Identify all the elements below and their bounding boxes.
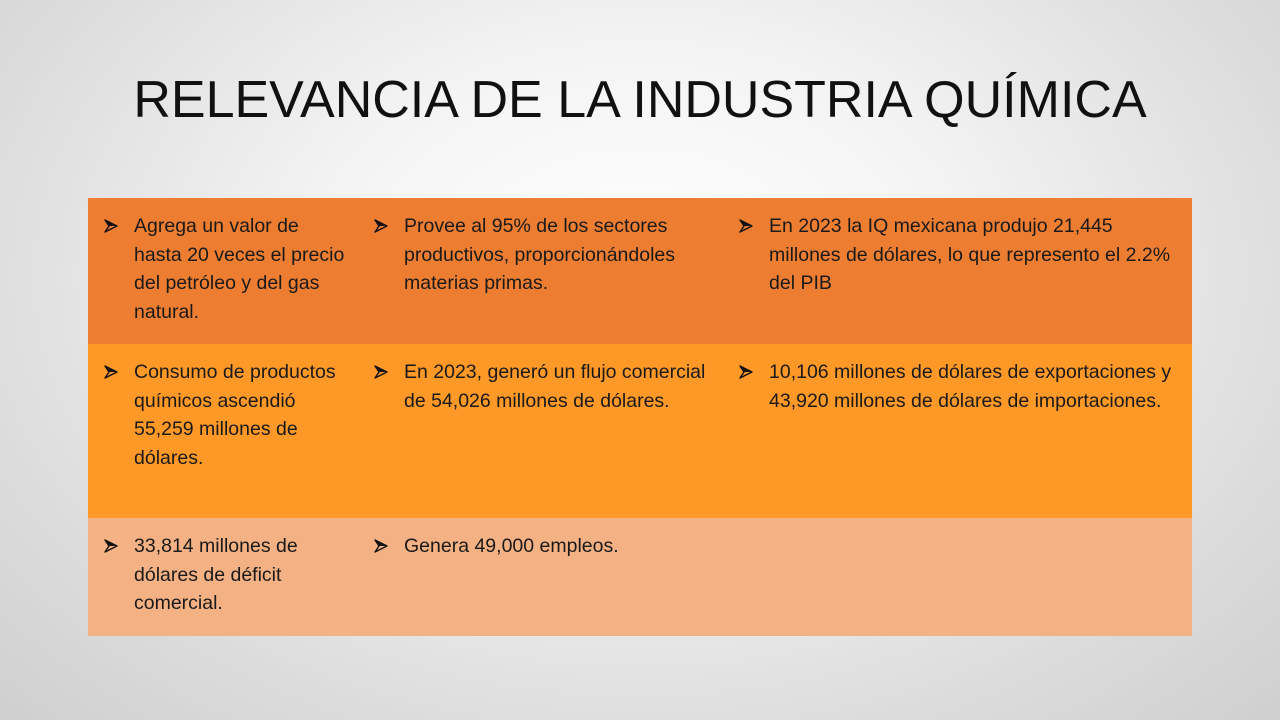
arrowhead-bullet-icon <box>104 212 134 233</box>
cell-text: Genera 49,000 empleos. <box>404 535 619 557</box>
cell-text: Provee al 95% de los sectores productivo… <box>404 215 676 294</box>
arrowhead-bullet-icon <box>374 358 404 379</box>
table-cell: Genera 49,000 empleos. <box>358 518 723 636</box>
table-cell: En 2023 la IQ mexicana produjo 21,445 mi… <box>723 198 1192 344</box>
table-cell: 33,814 millones de dólares de déficit co… <box>88 518 358 636</box>
cell-text: Consumo de productos químicos ascendió 5… <box>134 361 336 469</box>
table-cell: 10,106 millones de dólares de exportacio… <box>723 344 1192 518</box>
arrowhead-bullet-icon <box>374 532 404 553</box>
arrowhead-bullet-icon <box>104 358 134 379</box>
cell-text: En 2023 la IQ mexicana produjo 21,445 mi… <box>769 215 1171 294</box>
table-cell: Consumo de productos químicos ascendió 5… <box>88 344 358 518</box>
arrowhead-bullet-icon <box>739 358 769 379</box>
table-cell: Provee al 95% de los sectores productivo… <box>358 198 723 344</box>
cell-text: 10,106 millones de dólares de exportacio… <box>769 361 1172 412</box>
cell-text: En 2023, generó un flujo comercial de 54… <box>404 361 706 412</box>
table-cell-empty <box>723 518 1192 636</box>
table-cell: En 2023, generó un flujo comercial de 54… <box>358 344 723 518</box>
cell-text: Agrega un valor de hasta 20 veces el pre… <box>134 215 345 323</box>
arrowhead-bullet-icon <box>104 532 134 553</box>
table-cell: Agrega un valor de hasta 20 veces el pre… <box>88 198 358 344</box>
arrowhead-bullet-icon <box>739 212 769 233</box>
slide-title: RELEVANCIA DE LA INDUSTRIA QUÍMICA <box>133 71 1147 129</box>
info-table: Agrega un valor de hasta 20 veces el pre… <box>88 198 1192 636</box>
cell-text: 33,814 millones de dólares de déficit co… <box>134 535 298 614</box>
arrowhead-bullet-icon <box>374 212 404 233</box>
